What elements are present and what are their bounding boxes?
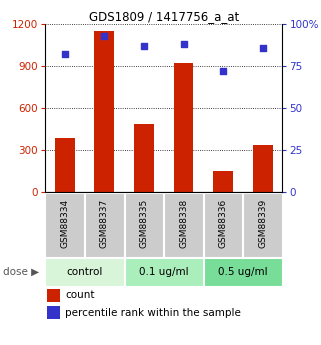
- Point: [62, 52, 67, 57]
- Text: 0.1 ug/ml: 0.1 ug/ml: [139, 267, 188, 277]
- Text: 0.5 ug/ml: 0.5 ug/ml: [218, 267, 268, 277]
- Bar: [174, 63, 193, 193]
- Text: GSM88335: GSM88335: [139, 199, 148, 248]
- Text: GSM88334: GSM88334: [60, 199, 69, 248]
- Bar: [47, 289, 60, 302]
- Bar: [164, 193, 203, 257]
- Point: [141, 43, 146, 49]
- Text: control: control: [66, 267, 103, 277]
- Title: GDS1809 / 1417756_a_at: GDS1809 / 1417756_a_at: [89, 10, 239, 23]
- Bar: [204, 193, 242, 257]
- Bar: [204, 258, 282, 286]
- Bar: [125, 258, 203, 286]
- Text: GSM88338: GSM88338: [179, 199, 188, 248]
- Bar: [125, 193, 163, 257]
- Bar: [45, 258, 124, 286]
- Text: GSM88339: GSM88339: [258, 199, 267, 248]
- Point: [260, 45, 265, 50]
- Bar: [94, 31, 114, 193]
- Point: [102, 33, 107, 39]
- Bar: [55, 138, 75, 193]
- Bar: [85, 193, 124, 257]
- Text: percentile rank within the sample: percentile rank within the sample: [65, 308, 241, 318]
- Bar: [47, 306, 60, 319]
- Point: [221, 69, 226, 74]
- Bar: [213, 171, 233, 193]
- Text: GSM88336: GSM88336: [219, 199, 228, 248]
- Text: count: count: [65, 290, 95, 300]
- Bar: [243, 193, 282, 257]
- Bar: [45, 193, 84, 257]
- Text: dose ▶: dose ▶: [3, 267, 39, 277]
- Text: GSM88337: GSM88337: [100, 199, 109, 248]
- Bar: [253, 145, 273, 193]
- Bar: [134, 124, 154, 193]
- Point: [181, 42, 186, 47]
